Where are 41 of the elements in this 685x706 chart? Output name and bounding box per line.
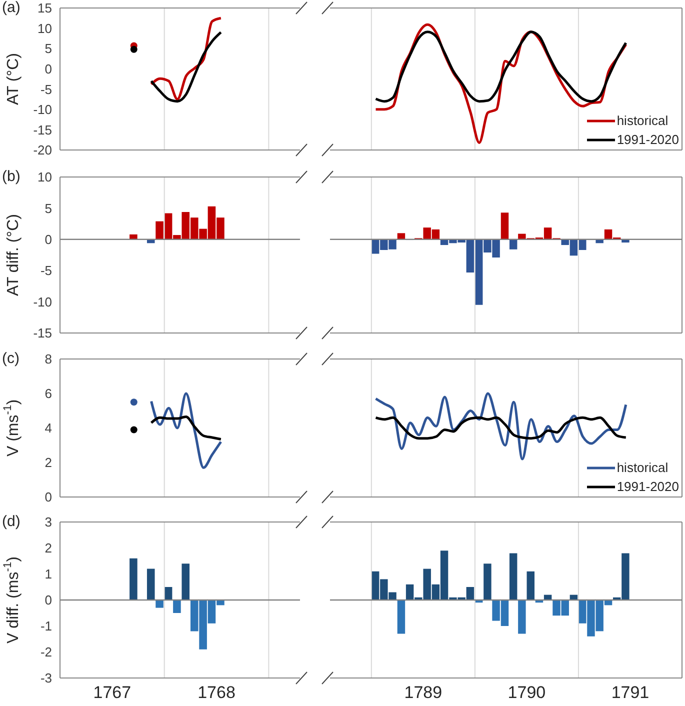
- x-tick-label: 1791: [611, 683, 650, 702]
- y-tick-label: 10: [38, 170, 52, 185]
- y-tick-label: -15: [33, 326, 52, 341]
- y-tick-label: 0: [44, 61, 52, 76]
- y-tick-label: 5: [44, 41, 52, 56]
- y-axis-title: AT (°C): [5, 52, 22, 106]
- y-axis-title: AT diff. (°C): [5, 214, 22, 296]
- legend-label: historical: [616, 113, 668, 128]
- y-tick-label: -5: [40, 263, 52, 278]
- y-tick-label: 0: [44, 232, 52, 248]
- x-tick-label: 1768: [198, 683, 236, 702]
- y-tick-label: -3: [40, 670, 52, 686]
- y-tick-label: 3: [44, 514, 52, 530]
- chart-title: (a): [2, 0, 20, 16]
- y-tick-label: 15: [38, 0, 52, 16]
- legend-label: 1991-2020: [616, 479, 679, 494]
- y-tick-label: 0: [44, 490, 52, 505]
- y-tick-label: 5: [44, 200, 52, 216]
- x-tick-label: 1767: [93, 683, 132, 702]
- y-tick-label: 1: [44, 566, 52, 582]
- y-tick-label: 0: [44, 592, 52, 608]
- chart-title: (c): [2, 350, 20, 367]
- y-tick-label: 2: [44, 455, 52, 470]
- chart-title: (d): [2, 513, 20, 530]
- y-tick-label: -20: [33, 142, 52, 158]
- y-tick-label: -15: [33, 122, 52, 138]
- y-tick-label: -1: [40, 618, 52, 634]
- y-tick-label: -5: [40, 82, 52, 97]
- y-tick-label: 4: [44, 420, 52, 436]
- legend-label: 1991-2020: [616, 132, 679, 147]
- y-tick-label: 2: [44, 540, 52, 556]
- y-tick-label: 6: [44, 386, 52, 402]
- legend-label: historical: [616, 460, 668, 475]
- y-tick-label: 10: [38, 20, 52, 36]
- y-tick-label: -10: [33, 294, 52, 310]
- x-tick-label: 1790: [508, 683, 546, 702]
- x-tick-label: 1789: [404, 683, 442, 702]
- y-tick-label: 8: [44, 352, 52, 367]
- y-tick-label: -10: [33, 102, 52, 118]
- y-tick-label: -2: [40, 644, 52, 660]
- chart-title: (b): [2, 168, 20, 185]
